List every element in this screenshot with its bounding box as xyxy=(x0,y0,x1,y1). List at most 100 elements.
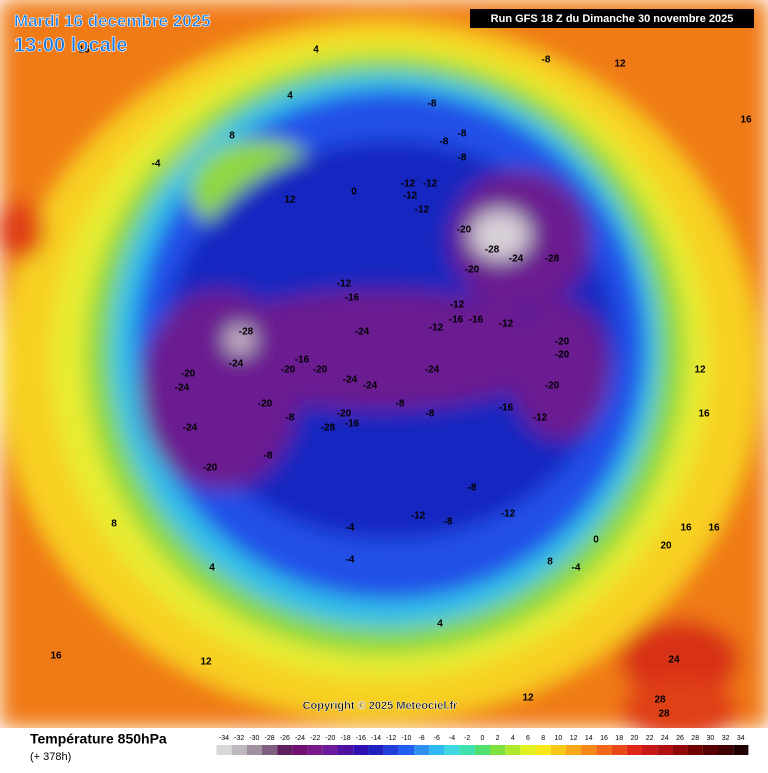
colorbar-swatch xyxy=(353,745,369,755)
colorbar-swatch xyxy=(611,745,627,755)
map-label: -12 xyxy=(533,413,548,424)
colorbar-swatch xyxy=(642,745,658,755)
copyright: Copyright © 2025 Meteociel.fr xyxy=(303,700,459,712)
map-label: -16 xyxy=(469,315,484,326)
map-field xyxy=(0,0,768,740)
colorbar-label: -18 xyxy=(341,735,351,742)
colorbar-swatch xyxy=(262,745,278,755)
colorbar-label: -30 xyxy=(249,735,259,742)
map-label: -28 xyxy=(485,245,500,256)
colorbar-label: 8 xyxy=(541,735,545,742)
map-label: -20 xyxy=(337,409,352,420)
map-label: -8 xyxy=(264,451,273,462)
map-label: -24 xyxy=(175,383,190,394)
colorbar-label: 12 xyxy=(570,735,578,742)
colorbar-label: -12 xyxy=(386,735,396,742)
colorbar-swatch xyxy=(398,745,414,755)
colorbar-swatch xyxy=(687,745,703,755)
colorbar-swatch xyxy=(535,745,551,755)
map-label: 8 xyxy=(111,519,117,530)
colorbar-swatch xyxy=(550,745,566,755)
map-label: 24 xyxy=(668,655,680,666)
colorbar-label: 18 xyxy=(615,735,623,742)
map-label: -24 xyxy=(363,381,378,392)
colorbar-label: -16 xyxy=(356,735,366,742)
colorbar-swatch xyxy=(459,745,475,755)
colorbar-label: -2 xyxy=(464,735,470,742)
colorbar-label: -24 xyxy=(295,735,305,742)
colorbar-swatch xyxy=(672,745,688,755)
map-label: -24 xyxy=(343,375,358,386)
map-label: 16 xyxy=(50,651,62,662)
map-label: -12 xyxy=(499,319,514,330)
map-label: -20 xyxy=(545,381,560,392)
colorbar-label: 10 xyxy=(555,735,563,742)
map-label: 12 xyxy=(200,657,212,668)
map-label: 12 xyxy=(694,365,706,376)
map-label: -8 xyxy=(428,99,437,110)
run-box xyxy=(470,9,754,28)
legend-lead: (+ 378h) xyxy=(30,751,71,763)
map-label: -12 xyxy=(411,511,426,522)
colorbar-swatch xyxy=(277,745,293,755)
map-label: 16 xyxy=(78,45,90,56)
map-label: -20 xyxy=(555,337,570,348)
colorbar-swatch xyxy=(292,745,308,755)
map-label: -12 xyxy=(415,205,430,216)
map-label: -16 xyxy=(499,403,514,414)
map-label: 20 xyxy=(660,541,672,552)
colorbar-swatch xyxy=(322,745,338,755)
colorbar-label: 22 xyxy=(646,735,654,742)
colorbar-swatch xyxy=(566,745,582,755)
map-label: 28 xyxy=(658,709,670,720)
legend-title: Température 850hPa xyxy=(30,731,167,747)
map-label: 12 xyxy=(284,195,296,206)
map-label: 4 xyxy=(313,45,319,56)
map-label: 16 xyxy=(698,409,710,420)
map-label: -12 xyxy=(429,323,444,334)
colorbar-label: 28 xyxy=(691,735,699,742)
colorbar-label: 0 xyxy=(480,735,484,742)
map-label: 12 xyxy=(614,59,626,70)
colorbar-swatch xyxy=(596,745,612,755)
colorbar-swatch xyxy=(429,745,445,755)
map-label: -8 xyxy=(458,153,467,164)
colorbar-label: -20 xyxy=(325,735,335,742)
colorbar-label: 32 xyxy=(722,735,730,742)
colorbar-label: -26 xyxy=(280,735,290,742)
colorbar-swatch xyxy=(474,745,490,755)
map-label: -28 xyxy=(239,327,254,338)
colorbar: -34 -32 -30 -28 -26 -24 -22 -20 -18 -16 -14 -12 -10-… xyxy=(216,735,749,755)
map-label: -16 xyxy=(295,355,310,366)
map-label: 16 xyxy=(740,115,752,126)
map-label: -24 xyxy=(229,359,244,370)
map-label: -24 xyxy=(355,327,370,338)
map-label: -16 xyxy=(345,293,360,304)
map-label: -28 xyxy=(321,423,336,434)
map-label: -8 xyxy=(542,55,551,66)
colorbar-swatch xyxy=(581,745,597,755)
map-label: 8 xyxy=(547,557,553,568)
map-label: -12 xyxy=(403,191,418,202)
map-label: -8 xyxy=(396,399,405,410)
colorbar-swatch xyxy=(231,745,247,755)
colorbar-label: 24 xyxy=(661,735,669,742)
colorbar-swatch xyxy=(733,745,749,755)
map-label: 28 xyxy=(654,695,666,706)
map-label: -24 xyxy=(425,365,440,376)
colorbar-swatch xyxy=(490,745,506,755)
map-label: -4 xyxy=(346,555,355,566)
colorbar-swatch xyxy=(702,745,718,755)
map-label: -4 xyxy=(572,563,581,574)
colorbar-label: 34 xyxy=(737,735,745,742)
map-label: -20 xyxy=(281,365,296,376)
colorbar-label: 4 xyxy=(511,735,515,742)
map-label: -12 xyxy=(401,179,416,190)
map-label: -28 xyxy=(545,254,560,265)
map-label: -12 xyxy=(450,300,465,311)
map-label: 16 xyxy=(708,523,720,534)
colorbar-label: 6 xyxy=(526,735,530,742)
map-label: -20 xyxy=(181,369,196,380)
map-label: -16 xyxy=(345,419,360,430)
map-label: -20 xyxy=(457,225,472,236)
